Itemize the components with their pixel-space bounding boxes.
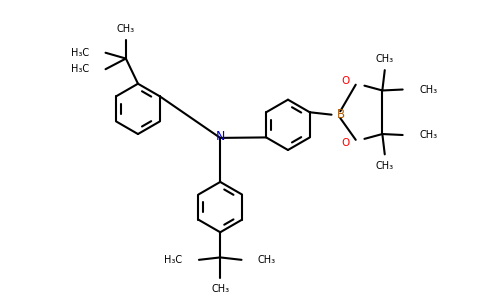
Text: H₃C: H₃C [165, 255, 182, 265]
Text: CH₃: CH₃ [376, 160, 394, 171]
Text: CH₃: CH₃ [376, 54, 394, 64]
Text: CH₃: CH₃ [420, 130, 438, 140]
Text: CH₃: CH₃ [117, 24, 135, 34]
Text: O: O [342, 76, 350, 86]
Text: H₃C: H₃C [71, 64, 89, 74]
Text: H₃C: H₃C [71, 48, 89, 58]
Text: O: O [342, 138, 350, 148]
Text: N: N [215, 130, 225, 143]
Text: CH₃: CH₃ [258, 255, 276, 265]
Text: CH₃: CH₃ [211, 284, 229, 294]
Text: B: B [337, 108, 346, 121]
Text: CH₃: CH₃ [420, 85, 438, 94]
